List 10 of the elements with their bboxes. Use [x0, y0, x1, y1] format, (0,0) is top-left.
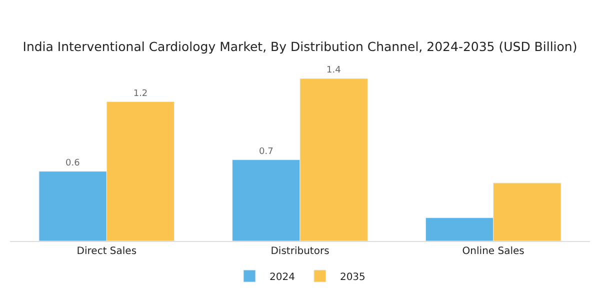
legend-label: 2024 — [270, 272, 295, 283]
x-tick-label: Distributors — [270, 246, 330, 257]
data-label: 1.2 — [133, 88, 148, 99]
legend-label: 2035 — [340, 272, 366, 283]
x-tick-label: Online Sales — [462, 246, 524, 257]
data-label: 0.6 — [66, 158, 80, 168]
data-label: 1.4 — [326, 66, 342, 76]
chart-title: India Interventional Cardiology Market, By Distribution Channel, 2024-2035 (USD Billion) — [22, 38, 578, 54]
x-tick-label: Direct Sales — [76, 246, 137, 257]
data-label: 0.7 — [259, 146, 274, 157]
